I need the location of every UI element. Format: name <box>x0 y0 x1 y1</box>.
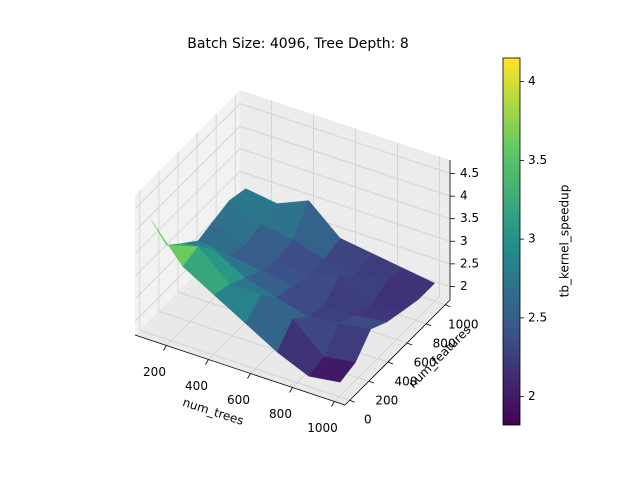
tick-mark <box>425 323 432 327</box>
x-tick-label: 800 <box>269 407 292 421</box>
y-tick-label: 600 <box>414 355 437 369</box>
z-tick-label: 4.5 <box>460 166 479 180</box>
y-tick-label: 200 <box>375 394 398 408</box>
colorbar-tick-label: 3 <box>528 232 536 246</box>
z-tick-label: 3 <box>460 234 468 248</box>
y-tick-label: 1000 <box>448 317 479 331</box>
grid-line <box>134 171 241 277</box>
colorbar-tick-label: 3.5 <box>528 153 547 167</box>
y-tick-label: 800 <box>433 336 456 350</box>
plot-3d: 20040060080010000200400600800100022.533.… <box>134 90 479 435</box>
tick-mark <box>331 401 335 407</box>
grid-line <box>134 148 241 254</box>
chart-title: Batch Size: 4096, Tree Depth: 8 <box>187 36 408 52</box>
grid-line <box>239 125 451 197</box>
tick-mark <box>349 399 355 403</box>
left-pane <box>135 90 240 335</box>
x-tick-label: 600 <box>227 393 250 407</box>
grid-line <box>334 296 440 402</box>
z-tick-label: 3.5 <box>460 211 479 225</box>
grid-line <box>134 103 241 209</box>
grid-line <box>139 329 350 401</box>
y-tick-label: 0 <box>364 413 372 427</box>
tick-mark <box>406 342 413 346</box>
x-tick-label: 1000 <box>307 421 338 435</box>
grid-line <box>134 125 241 232</box>
x-tick-label: 200 <box>143 365 166 379</box>
axis-line <box>344 299 451 406</box>
colorbar-label: tb_kernel_speedup <box>558 185 572 298</box>
tick-mark <box>445 304 451 308</box>
tick-mark <box>247 373 251 379</box>
colorbar-tick-label: 2.5 <box>528 310 547 324</box>
z-tick-label: 2 <box>460 279 468 293</box>
tick-mark <box>289 387 293 393</box>
tick-mark <box>368 380 375 384</box>
z-tick-label: 2.5 <box>460 256 479 270</box>
colorbar-tick-label: 2 <box>528 389 536 403</box>
grid-line <box>239 103 451 174</box>
surface-patch <box>308 356 356 383</box>
tick-mark <box>387 361 394 365</box>
tick-mark <box>163 345 167 351</box>
grid-line <box>239 170 451 242</box>
axis-line <box>134 334 346 406</box>
x-tick-label: 400 <box>185 379 208 393</box>
colorbar <box>502 57 521 426</box>
y-tick-label: 400 <box>395 375 418 389</box>
grid-line <box>239 148 451 220</box>
tick-mark <box>205 359 209 365</box>
z-tick-label: 4 <box>460 189 468 203</box>
colorbar-tick-label: 4 <box>528 74 536 88</box>
